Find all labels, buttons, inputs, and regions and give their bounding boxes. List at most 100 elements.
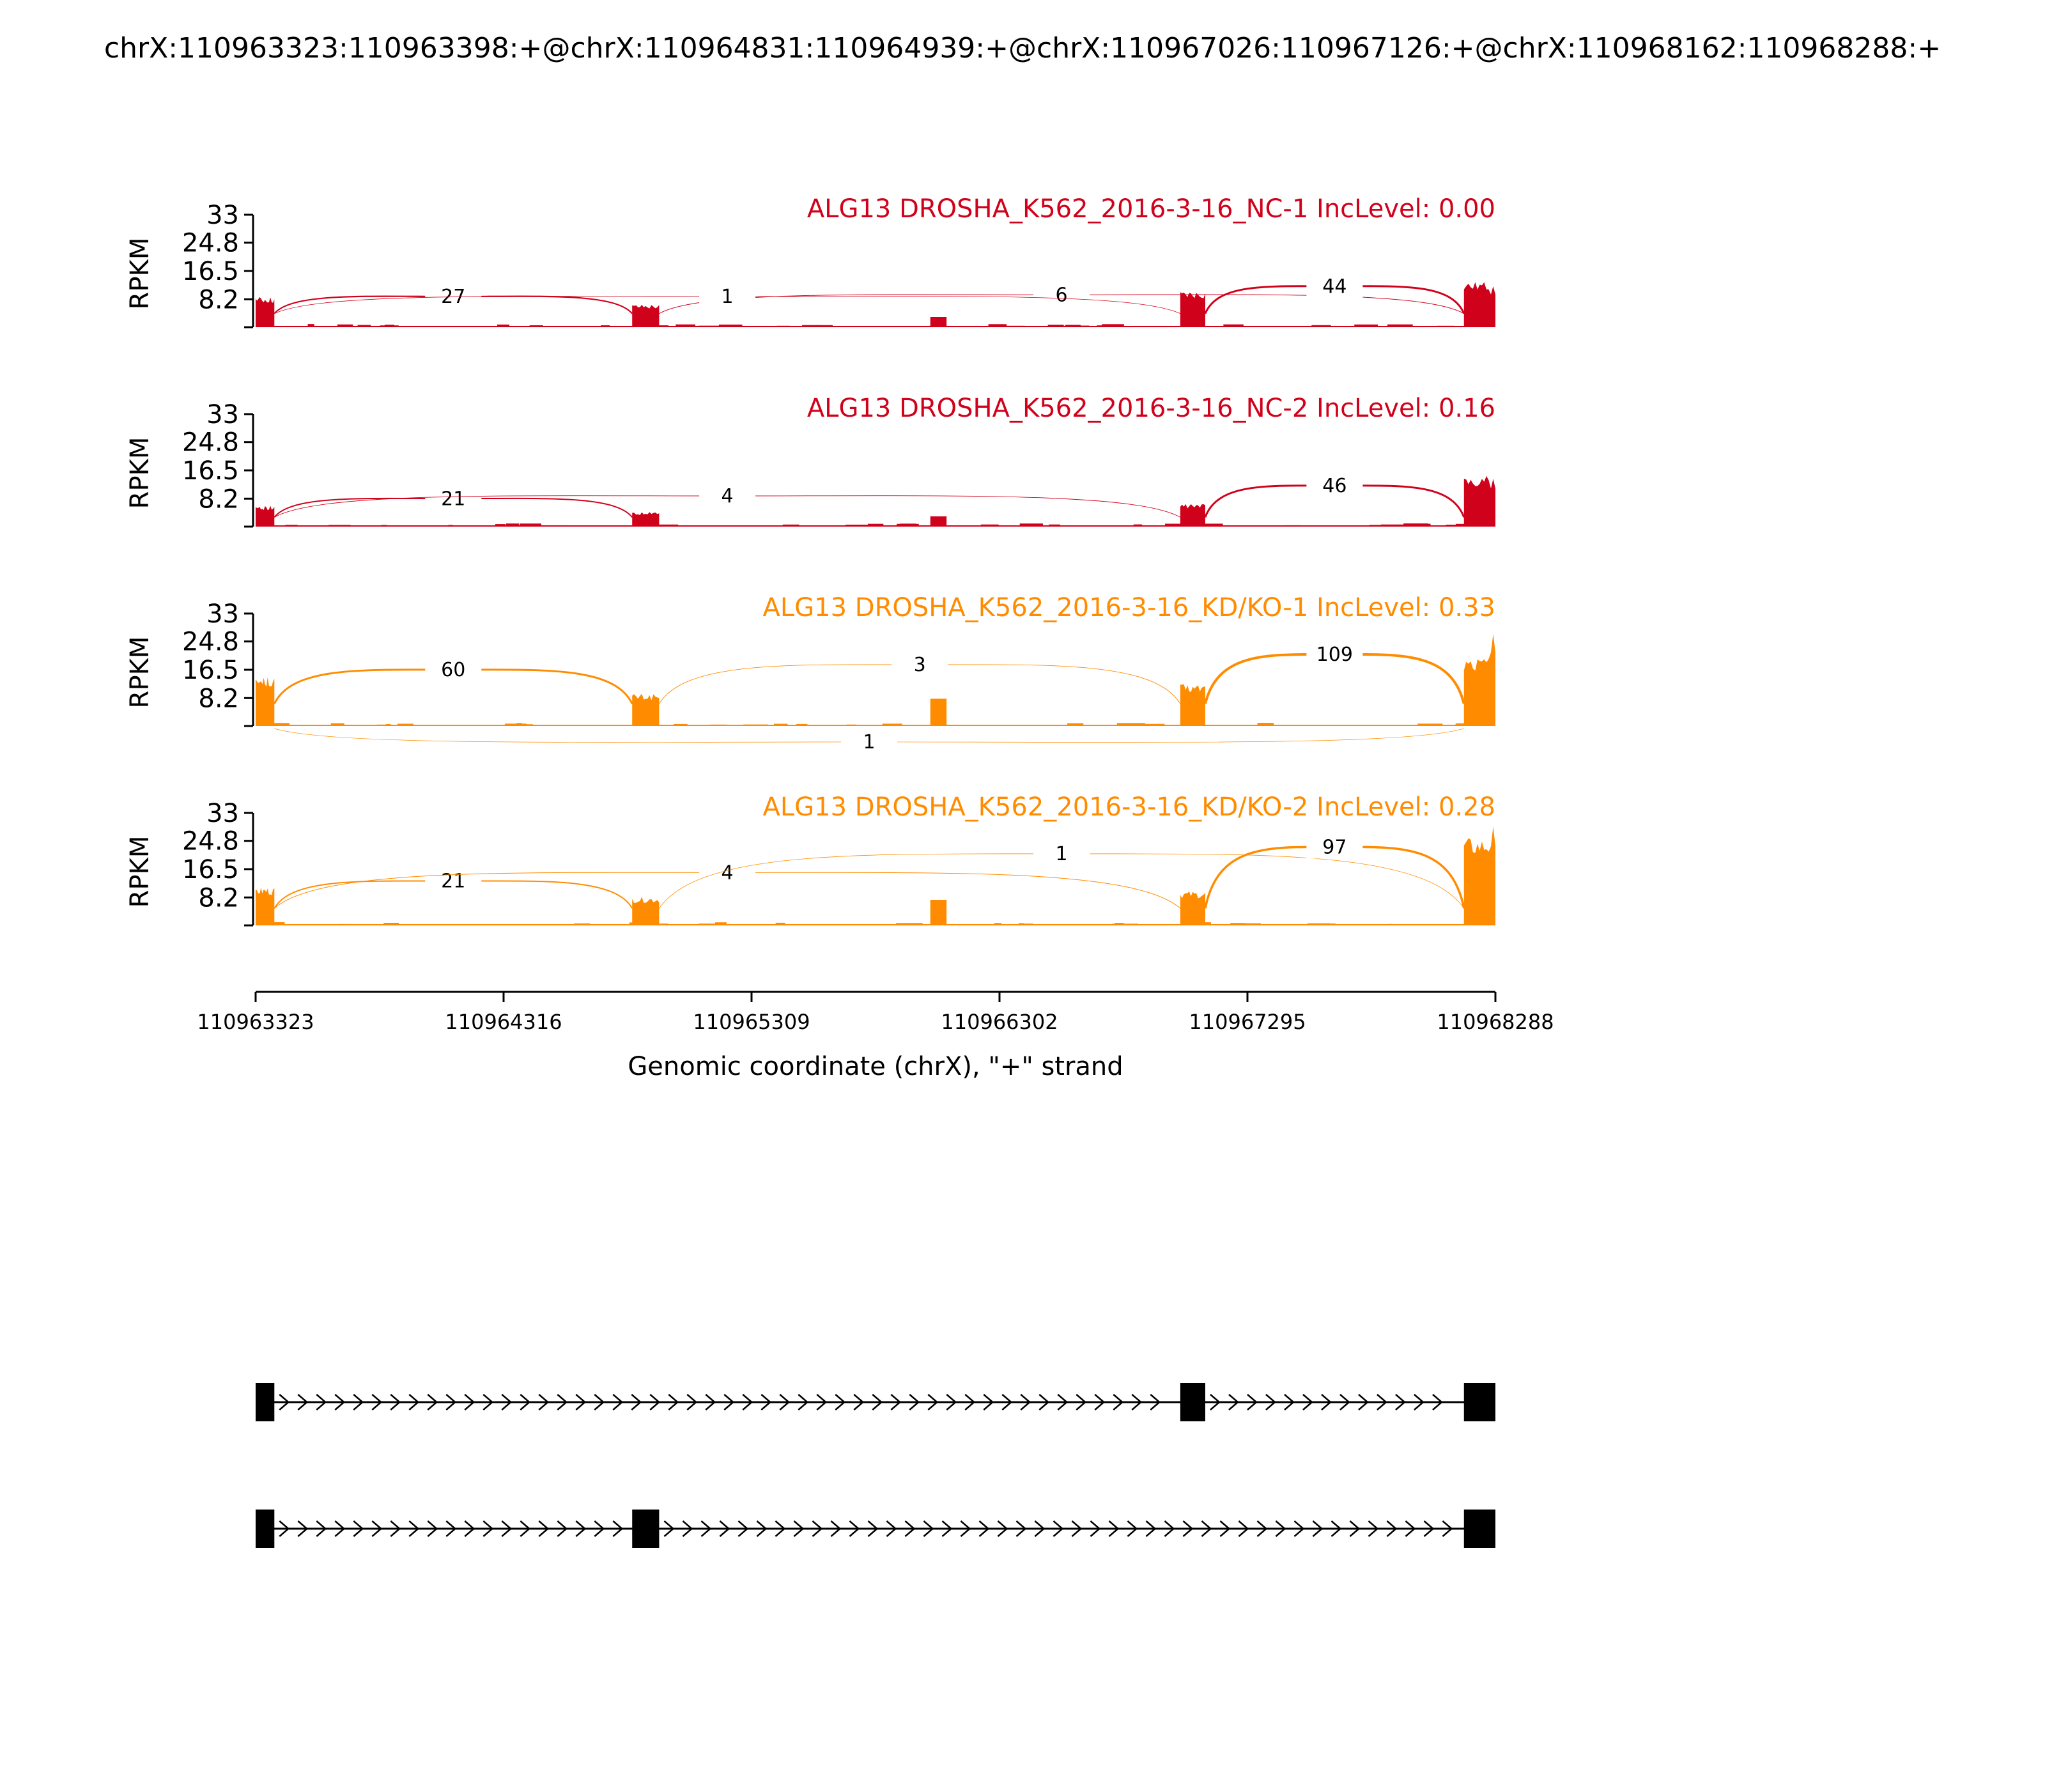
exon-coverage-2	[632, 512, 660, 527]
strand-arrow-icon	[501, 1520, 513, 1537]
strand-arrow-icon	[297, 1394, 309, 1410]
junction-count-bg	[699, 858, 756, 884]
coverage-noise	[285, 525, 298, 527]
coverage-noise	[1437, 325, 1455, 327]
coverage-noise	[661, 525, 665, 527]
coverage-noise	[775, 922, 785, 925]
coverage-noise	[337, 324, 353, 327]
y-tick-label: 8.2	[198, 484, 239, 514]
strand-arrow-icon	[1094, 1394, 1106, 1410]
strand-arrow-icon	[960, 1520, 971, 1537]
track-3: 8.216.524.833 RPKM ALG13 DROSHA_K562_2016-…	[125, 593, 1495, 753]
exon-block	[256, 1383, 275, 1421]
strand-arrow-icon	[594, 1394, 605, 1410]
strand-arrow-icon	[445, 1394, 457, 1410]
y-axis-label: RPKM	[125, 238, 155, 310]
strand-arrow-icon	[1442, 1520, 1453, 1537]
y-tick-label: 16.5	[182, 656, 239, 685]
y-tick-label: 33	[206, 599, 239, 629]
y-tick-label: 16.5	[182, 257, 239, 286]
coverage-noise	[1056, 525, 1069, 527]
y-tick-label: 16.5	[182, 456, 239, 486]
strand-arrow-icon	[775, 1520, 786, 1537]
coverage-noise	[896, 923, 923, 925]
strand-arrow-icon	[1368, 1520, 1379, 1537]
coverage-noise	[1112, 923, 1138, 925]
strand-arrow-icon	[705, 1394, 716, 1410]
junction-count-label: 21	[441, 488, 465, 510]
exon-coverage-4	[1463, 475, 1495, 527]
coverage-noise	[988, 324, 1007, 327]
exon-block	[256, 1510, 275, 1548]
junction-count-label: 44	[1322, 275, 1347, 298]
y-axis-label: RPKM	[125, 437, 155, 509]
coverage-noise	[1133, 524, 1143, 527]
strand-arrow-icon	[723, 1394, 735, 1410]
exon-block	[1463, 1383, 1495, 1421]
strand-arrow-icon	[1256, 1520, 1268, 1537]
strand-arrow-icon	[700, 1520, 712, 1537]
coverage-noise	[330, 723, 344, 726]
junction-count-bg	[425, 656, 482, 681]
coverage-noise	[1019, 523, 1044, 527]
exon-coverage-4	[1463, 634, 1495, 726]
strand-arrow-icon	[1057, 1394, 1069, 1410]
strand-arrow-icon	[812, 1520, 823, 1537]
strand-arrow-icon	[682, 1520, 693, 1537]
strand-arrow-icon	[371, 1394, 383, 1410]
x-tick-label: 110966302	[941, 1010, 1058, 1034]
strand-arrow-icon	[1034, 1520, 1046, 1537]
strand-arrow-icon	[890, 1394, 902, 1410]
coverage-noise	[264, 723, 289, 726]
y-tick-label: 8.2	[198, 684, 239, 713]
coverage-noise	[745, 725, 755, 726]
track-1: 8.216.524.833 RPKM ALG13 DROSHA_K562_2016-…	[125, 194, 1495, 328]
track-2: 8.216.524.833 RPKM ALG13 DROSHA_K562_2016-…	[125, 394, 1495, 528]
coverage-noise	[380, 325, 399, 327]
junction-count-bg	[699, 482, 756, 507]
coverage-noise	[740, 325, 763, 327]
strand-arrow-icon	[853, 1394, 865, 1410]
coverage-noise	[1350, 326, 1366, 327]
strand-arrow-icon	[464, 1520, 475, 1537]
coverage-noise	[980, 524, 999, 527]
strand-arrow-icon	[1053, 1520, 1064, 1537]
coverage-noise	[718, 324, 743, 327]
exon-coverage-2	[632, 304, 660, 327]
strand-arrow-icon	[849, 1520, 860, 1537]
exon-coverage-3	[1180, 684, 1205, 726]
strand-arrow-icon	[1377, 1394, 1387, 1410]
coverage-noise	[377, 724, 387, 726]
strand-arrow-icon	[737, 1520, 749, 1537]
coverage-noise	[538, 525, 567, 527]
coverage-noise	[605, 725, 618, 726]
strand-arrow-icon	[872, 1394, 883, 1410]
strand-arrow-icon	[719, 1520, 730, 1537]
strand-arrow-icon	[1386, 1520, 1398, 1537]
coverage-noise	[730, 924, 755, 925]
exon-coverage-3	[1180, 292, 1205, 327]
exon-coverage-1	[256, 297, 275, 327]
strand-arrow-icon	[835, 1394, 846, 1410]
junction-count-bg	[425, 282, 482, 308]
strand-arrow-icon	[816, 1394, 828, 1410]
strand-arrow-icon	[1020, 1394, 1031, 1410]
strand-arrow-icon	[923, 1520, 934, 1537]
junction-count-label: 3	[914, 654, 926, 676]
coverage-noise	[307, 324, 314, 327]
strand-arrow-icon	[575, 1394, 587, 1410]
strand-arrow-icon	[427, 1394, 438, 1410]
strand-arrow-icon	[997, 1520, 1008, 1537]
coverage-noise	[1257, 723, 1274, 726]
x-axis-label: Genomic coordinate (chrX), "+" strand	[628, 1052, 1123, 1081]
coverage-noise	[710, 724, 727, 726]
coverage-noise	[1230, 923, 1246, 925]
y-axis-label: RPKM	[125, 836, 155, 908]
strand-arrow-icon	[779, 1394, 791, 1410]
strand-arrow-icon	[557, 1520, 568, 1537]
coverage-noise	[338, 923, 353, 925]
y-tick-label: 24.8	[182, 428, 239, 458]
